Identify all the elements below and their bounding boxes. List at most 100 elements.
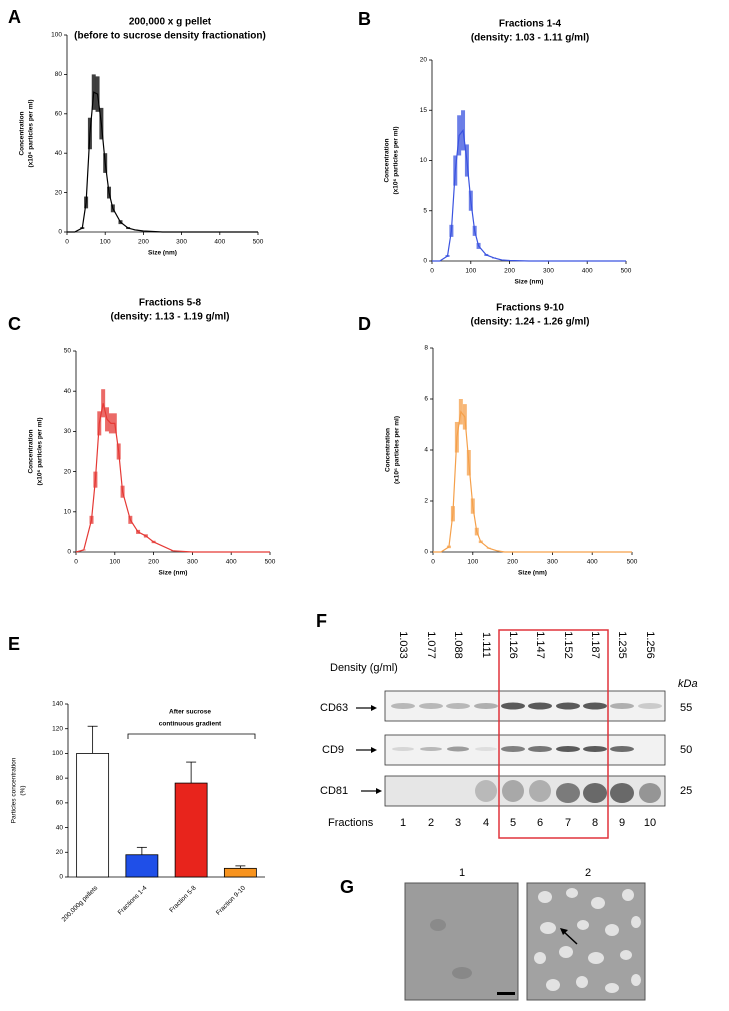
y-axis-label: Concentration — [384, 138, 391, 182]
y-tick-label: 20 — [420, 57, 428, 64]
y-tick-label: 6 — [424, 396, 428, 403]
x-tick-label: 300 — [187, 559, 198, 566]
x-tick-label: 300 — [547, 559, 558, 566]
band — [610, 783, 634, 803]
x-tick-label: 500 — [265, 559, 276, 566]
highlight-box — [498, 629, 609, 839]
vesicle — [631, 916, 641, 928]
y-tick-label: 80 — [56, 775, 64, 782]
band — [639, 783, 661, 803]
kda-value: 25 — [680, 785, 692, 797]
annotation: After sucrose — [169, 709, 211, 716]
x-tick-label: 100 — [109, 559, 120, 566]
kda-value: 50 — [680, 744, 692, 756]
y-tick-label: 20 — [64, 468, 72, 475]
panel-letter: A — [8, 7, 21, 27]
x-tick-label: 0 — [65, 239, 69, 246]
arrow — [562, 930, 578, 945]
x-tick-label: 100 — [465, 268, 476, 275]
bar — [223, 867, 257, 878]
y-tick-label: 0 — [424, 549, 428, 556]
fraction-number: 8 — [592, 817, 598, 829]
band — [474, 703, 498, 709]
band — [610, 746, 634, 752]
y-tick-label: 100 — [52, 750, 63, 757]
x-tick-label: 300 — [543, 268, 554, 275]
y-tick-label: 80 — [55, 71, 63, 78]
y-tick-label: 50 — [64, 348, 72, 355]
x-tick-label: 200,000g pellets — [61, 884, 100, 923]
x-tick-label: Fraction 9-10 — [215, 884, 247, 916]
data-line — [75, 403, 270, 553]
protein-label: CD9 — [322, 744, 344, 756]
density-value: 1.147 — [534, 631, 546, 659]
vesicle — [588, 952, 604, 964]
kda-value: 55 — [680, 702, 692, 714]
y-tick-label: 0 — [423, 258, 427, 265]
vesicle — [631, 974, 641, 986]
x-tick-label: 200 — [138, 239, 149, 246]
y-tick-label: 10 — [64, 509, 72, 516]
texture — [452, 967, 472, 979]
y-tick-label: 4 — [424, 447, 428, 454]
bar — [76, 753, 110, 878]
arrow-heads — [371, 705, 382, 794]
fraction-number: 6 — [537, 817, 543, 829]
panel-letter: F — [316, 611, 327, 631]
panel-letter: G — [340, 877, 354, 897]
density-value: 1.111 — [480, 632, 492, 658]
y-axis-label: Concentration — [28, 429, 35, 473]
vesicle — [540, 922, 556, 934]
scale-bar — [497, 992, 515, 995]
panel-letter: D — [358, 314, 371, 334]
density-value: 1.187 — [589, 631, 601, 659]
protein-label: CD63 — [320, 702, 348, 714]
y-axis-label: (%) — [20, 785, 27, 795]
x-tick-label: 0 — [430, 268, 434, 275]
y-tick-label: 5 — [423, 207, 427, 214]
band — [529, 780, 551, 802]
band — [556, 746, 580, 752]
density-value: 1.088 — [452, 631, 464, 659]
x-axis-label: Size (nm) — [159, 570, 188, 577]
texture — [430, 919, 446, 931]
band — [446, 703, 470, 709]
x-tick-label: 300 — [176, 239, 187, 246]
annotation: continuous gradient — [159, 721, 222, 728]
x-axis-label: Size (nm) — [518, 570, 547, 577]
y-tick-label: 120 — [52, 725, 63, 732]
y-tick-label: 40 — [64, 388, 72, 395]
x-tick-label: 0 — [431, 559, 435, 566]
band — [638, 703, 662, 709]
vesicle — [622, 889, 634, 901]
y-tick-label: 0 — [67, 549, 71, 556]
vesicle — [620, 950, 632, 960]
vesicle — [591, 897, 605, 909]
band — [392, 747, 414, 751]
vesicle — [605, 983, 619, 993]
band — [528, 702, 552, 710]
vesicle — [538, 891, 552, 903]
micrograph — [404, 882, 519, 1001]
fraction-number: 5 — [510, 817, 516, 829]
x-tick-label: Fractions 1-4 — [117, 884, 149, 916]
chart-title: Fractions 5-8 — [139, 298, 202, 309]
protein-label: CD81 — [320, 785, 348, 797]
x-tick-label: 500 — [621, 268, 632, 275]
band — [447, 746, 469, 752]
density-label: Density (g/ml) — [330, 662, 398, 674]
y-tick-label: 60 — [56, 800, 64, 807]
band — [420, 747, 442, 751]
bracket — [127, 733, 256, 739]
band — [419, 703, 443, 709]
chart-subtitle: (density: 1.03 - 1.11 g/ml) — [471, 33, 589, 44]
y-axis-label: (x10⁶ particles per ml) — [393, 126, 400, 194]
chart-subtitle: (density: 1.13 - 1.19 g/ml) — [111, 312, 230, 323]
arrow-head — [371, 705, 377, 711]
data-line — [432, 128, 626, 262]
y-tick-label: 100 — [51, 32, 62, 39]
density-value: 1.235 — [616, 631, 628, 659]
y-tick-label: 0 — [58, 229, 62, 236]
density-value: 1.033 — [397, 631, 409, 659]
bar — [125, 854, 159, 878]
